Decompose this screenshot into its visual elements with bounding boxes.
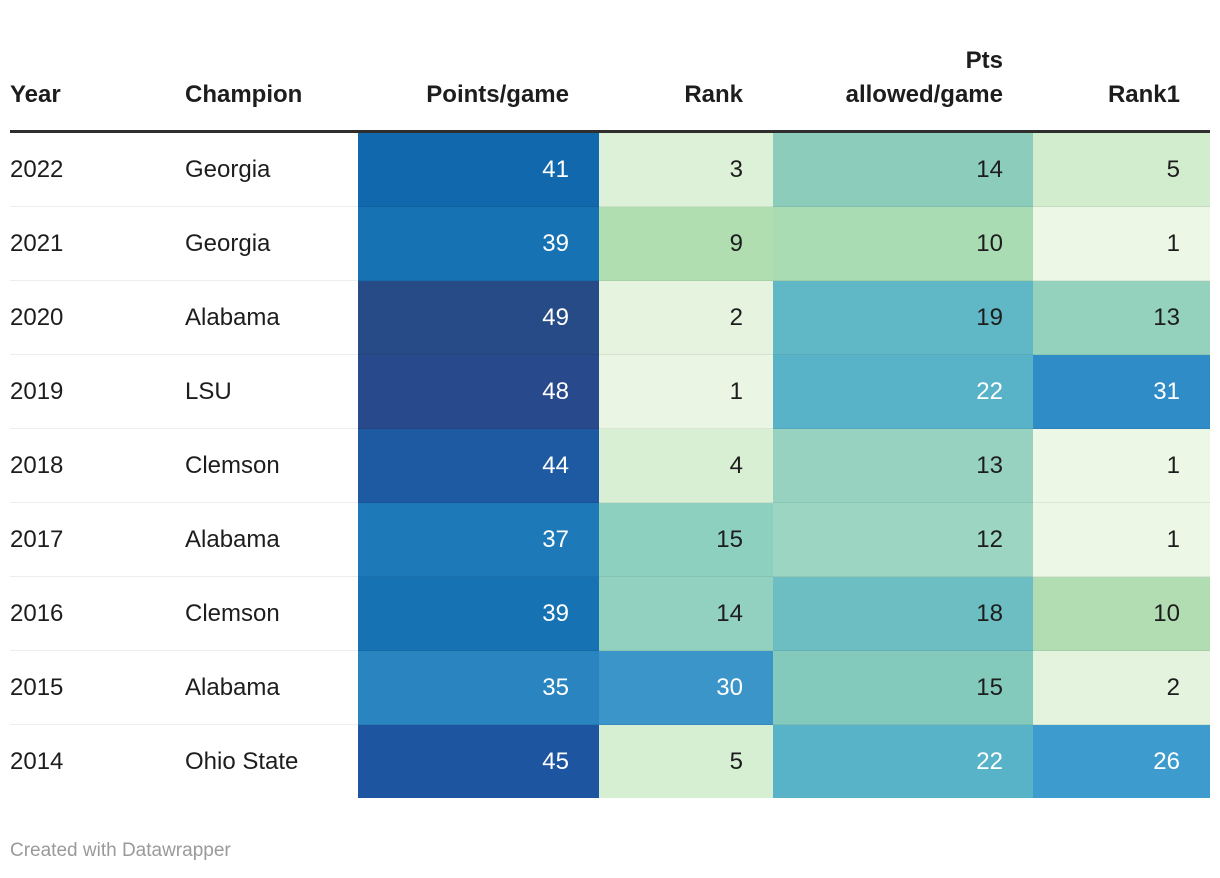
year-cell: 2016: [10, 576, 185, 651]
heatmap-cell: 31: [1033, 354, 1210, 429]
heatmap-cell: 26: [1033, 724, 1210, 799]
column-header-points-game: Points/game: [358, 0, 599, 134]
table-row: 2014 Ohio State 45 5 22 26: [10, 724, 1210, 799]
heatmap-cell: 2: [1033, 650, 1210, 725]
heatmap-cell: 1: [1033, 206, 1210, 281]
heatmap-cell: 15: [773, 650, 1033, 725]
table-row: 2018 Clemson 44 4 13 1: [10, 428, 1210, 503]
year-cell: 2021: [10, 206, 185, 281]
column-header-year: Year: [10, 0, 185, 134]
attribution-link[interactable]: Created with Datawrapper: [10, 840, 231, 862]
heatmap-cell: 1: [599, 354, 773, 429]
heatmap-cell: 45: [358, 724, 599, 799]
heatmap-cell: 48: [358, 354, 599, 429]
column-header-rank1: Rank1: [1033, 0, 1210, 134]
column-header-rank: Rank: [599, 0, 773, 134]
heatmap-cell: 10: [773, 206, 1033, 281]
heatmap-cell: 14: [773, 131, 1033, 207]
heatmap-cell: 35: [358, 650, 599, 725]
heatmap-cell: 19: [773, 280, 1033, 355]
champions-table: Year Champion Points/game Rank Pts allowed/g…: [10, 0, 1210, 799]
champion-cell: Ohio State: [185, 724, 358, 799]
column-header-pts-allowed-game: Pts allowed/game: [773, 0, 1033, 134]
heatmap-cell: 44: [358, 428, 599, 503]
year-cell: 2015: [10, 650, 185, 725]
heatmap-cell: 14: [599, 576, 773, 651]
year-cell: 2014: [10, 724, 185, 799]
champion-cell: Clemson: [185, 576, 358, 651]
table-body: 2022 Georgia 41 3 14 5 2021 Georgia 39 9 10 1 2020 Al…: [10, 131, 1210, 799]
heatmap-cell: 2: [599, 280, 773, 355]
champion-cell: Alabama: [185, 650, 358, 725]
heatmap-cell: 1: [1033, 428, 1210, 503]
heatmap-cell: 37: [358, 502, 599, 577]
table-row: 2021 Georgia 39 9 10 1: [10, 206, 1210, 281]
champion-cell: Alabama: [185, 280, 358, 355]
heatmap-cell: 15: [599, 502, 773, 577]
heatmap-cell: 41: [358, 131, 599, 207]
heatmap-cell: 22: [773, 724, 1033, 799]
table-row: 2022 Georgia 41 3 14 5: [10, 131, 1210, 207]
year-cell: 2020: [10, 280, 185, 355]
heatmap-cell: 30: [599, 650, 773, 725]
heatmap-cell: 39: [358, 206, 599, 281]
champion-cell: Clemson: [185, 428, 358, 503]
champion-cell: Georgia: [185, 155, 271, 183]
table-row: 2019 LSU 48 1 22 31: [10, 354, 1210, 429]
heatmap-cell: 13: [773, 428, 1033, 503]
attribution: Created with Datawrapper: [10, 840, 1210, 863]
heatmap-cell: 4: [599, 428, 773, 503]
heatmap-cell: 10: [1033, 576, 1210, 651]
champion-cell: Alabama: [185, 502, 358, 577]
year-cell: 2019: [10, 354, 185, 429]
year-cell: 2022: [10, 155, 64, 183]
heatmap-cell: 5: [599, 724, 773, 799]
year-cell: 2018: [10, 428, 185, 503]
header-row: Year Champion Points/game Rank Pts allowed/g…: [10, 0, 1210, 134]
table-row: 2015 Alabama 35 30 15 2: [10, 650, 1210, 725]
heatmap-cell: 49: [358, 280, 599, 355]
table-row: 2020 Alabama 49 2 19 13: [10, 280, 1210, 355]
champion-cell: LSU: [185, 354, 358, 429]
champion-cell: Georgia: [185, 206, 358, 281]
heatmap-cell: 18: [773, 576, 1033, 651]
heatmap-cell: 9: [599, 206, 773, 281]
heatmap-cell: 1: [1033, 502, 1210, 577]
heatmap-cell: 22: [773, 354, 1033, 429]
table-header: Year Champion Points/game Rank Pts allowed/g…: [10, 0, 1210, 134]
heatmap-cell: 12: [773, 502, 1033, 577]
year-cell: 2017: [10, 502, 185, 577]
table-row: 2016 Clemson 39 14 18 10: [10, 576, 1210, 651]
heatmap-cell: 39: [358, 576, 599, 651]
column-header-champion: Champion: [185, 0, 358, 134]
heatmap-cell: 5: [1033, 131, 1210, 207]
heatmap-cell: 3: [599, 131, 773, 207]
table-row: 2017 Alabama 37 15 12 1: [10, 502, 1210, 577]
heatmap-cell: 13: [1033, 280, 1210, 355]
